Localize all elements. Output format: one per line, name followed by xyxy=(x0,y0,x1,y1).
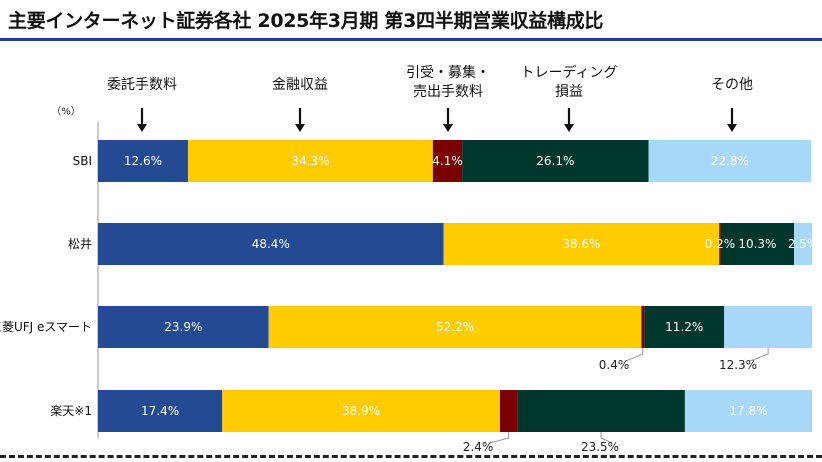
legend-label: 売出手数料 xyxy=(413,84,483,100)
data-label: 2.4% xyxy=(463,440,494,454)
category-label: 三菱UFJ eスマート xyxy=(0,320,92,334)
data-label: 0.2% xyxy=(705,237,736,251)
category-label: 松井 xyxy=(68,237,92,251)
legend-arrow-head xyxy=(727,124,737,132)
unit-label: （%） xyxy=(51,106,81,118)
bar-segment xyxy=(98,223,444,265)
bar-segment xyxy=(724,306,812,348)
bar-segment xyxy=(684,390,812,432)
data-label: 2.5% xyxy=(788,237,819,251)
callout-leader xyxy=(600,432,613,444)
bar-segment xyxy=(794,223,812,265)
bar-segment xyxy=(268,306,642,348)
legend-arrow-head xyxy=(443,124,453,132)
category-label: 楽天※1 xyxy=(50,404,92,418)
data-label: 22.8% xyxy=(711,154,749,168)
data-label: 38.6% xyxy=(562,237,600,251)
bar-segment xyxy=(720,223,795,265)
bar-segment xyxy=(222,390,500,432)
callout-leader xyxy=(489,432,510,444)
legend-arrow-head xyxy=(295,124,305,132)
legend-label: その他 xyxy=(711,77,753,93)
title-underline xyxy=(0,38,822,41)
data-label: 23.5% xyxy=(581,440,619,454)
legend-label: 金融収益 xyxy=(272,77,328,93)
data-label: 34.3% xyxy=(291,154,329,168)
data-label: 17.8% xyxy=(729,404,767,418)
legend-label: 引受・募集・ xyxy=(406,64,490,81)
data-label: 12.3% xyxy=(719,358,757,372)
bar-segment xyxy=(187,140,433,182)
bar-segment xyxy=(98,306,269,348)
legend-arrow-head xyxy=(564,124,574,132)
bar-segment xyxy=(644,306,725,348)
data-label: 38.9% xyxy=(342,404,380,418)
bar-segment xyxy=(499,390,518,432)
legend-arrow-head xyxy=(137,124,147,132)
bar-segment xyxy=(719,223,721,265)
bar-segment xyxy=(648,140,812,182)
category-label: SBI xyxy=(73,154,92,168)
data-label: 26.1% xyxy=(536,154,574,168)
bar-segment xyxy=(443,223,720,265)
data-label: 4.1% xyxy=(432,154,463,168)
data-label: 12.6% xyxy=(124,154,162,168)
chart-title: 主要インターネット証券各社 2025年3月期 第3四半期営業収益構成比 xyxy=(8,10,604,32)
bar-segment xyxy=(517,390,685,432)
legend-label: トレーディング xyxy=(520,64,617,81)
data-label: 17.4% xyxy=(141,404,179,418)
legend-label: 損益 xyxy=(555,84,583,100)
bar-segment xyxy=(98,140,188,182)
data-label: 10.3% xyxy=(738,237,776,251)
bar-segment xyxy=(98,390,223,432)
data-label: 0.4% xyxy=(599,358,630,372)
data-label: 48.4% xyxy=(252,237,290,251)
data-label: 11.2% xyxy=(665,320,703,334)
callout-leader xyxy=(749,348,769,362)
callout-leader xyxy=(625,348,644,362)
bar-segment xyxy=(462,140,649,182)
data-label: 52.2% xyxy=(436,320,474,334)
data-label: 23.9% xyxy=(164,320,202,334)
bar-segment xyxy=(432,140,463,182)
legend-label: 委託手数料 xyxy=(107,77,177,93)
bottom-dashed-divider xyxy=(0,455,822,458)
bar-segment xyxy=(641,306,645,348)
